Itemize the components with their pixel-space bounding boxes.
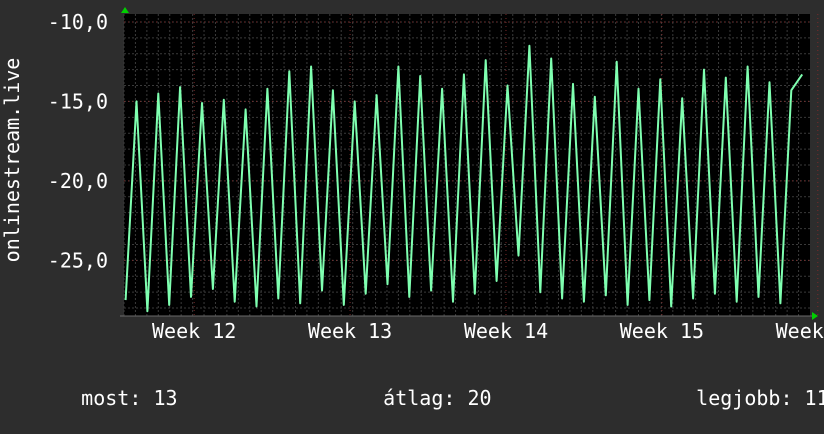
y-axis-arrow xyxy=(121,7,129,13)
x-tick-label: Week 14 xyxy=(464,319,548,343)
x-tick-label: Week 15 xyxy=(620,319,704,343)
y-tick-label: -10,0 xyxy=(48,10,108,34)
stat-best-value: 11 xyxy=(804,386,824,410)
stat-current: most: 13 xyxy=(33,362,178,434)
stat-best: legjobb: 11 xyxy=(648,362,824,434)
x-tick-label: Week 13 xyxy=(308,319,392,343)
y-axis-label: onlinestream.live xyxy=(0,58,24,263)
stat-current-label: most: xyxy=(81,386,142,410)
series-line xyxy=(124,44,804,313)
stat-average: átlag: 20 xyxy=(335,362,492,434)
stat-best-label: legjobb: xyxy=(696,386,793,410)
stat-current-value: 13 xyxy=(153,386,178,410)
x-tick-labels: Week 12 Week 13 Week 14 Week 15 Week 16 xyxy=(152,319,824,343)
x-tick-label: Week 12 xyxy=(152,319,236,343)
stat-average-value: 20 xyxy=(467,386,492,410)
y-tick-label: -20,0 xyxy=(48,169,108,193)
line-chart: -10,0-15,0-20,0-25,0 Week 12 Week 13 Week … xyxy=(0,7,824,343)
y-tick-label: -15,0 xyxy=(48,89,108,113)
plot-area xyxy=(124,14,810,316)
y-tick-label: -25,0 xyxy=(48,248,108,272)
x-axis-arrow xyxy=(812,312,818,320)
x-tick-label: Week 16 xyxy=(776,319,824,343)
y-tick-labels: -10,0 -15,0 -20,0 -25,0 xyxy=(48,10,108,272)
chart-container: -10,0 -15,0 -20,0 -25,0 Week 12 Week 13 Week … xyxy=(0,7,824,410)
stat-average-label: átlag: xyxy=(383,386,456,410)
